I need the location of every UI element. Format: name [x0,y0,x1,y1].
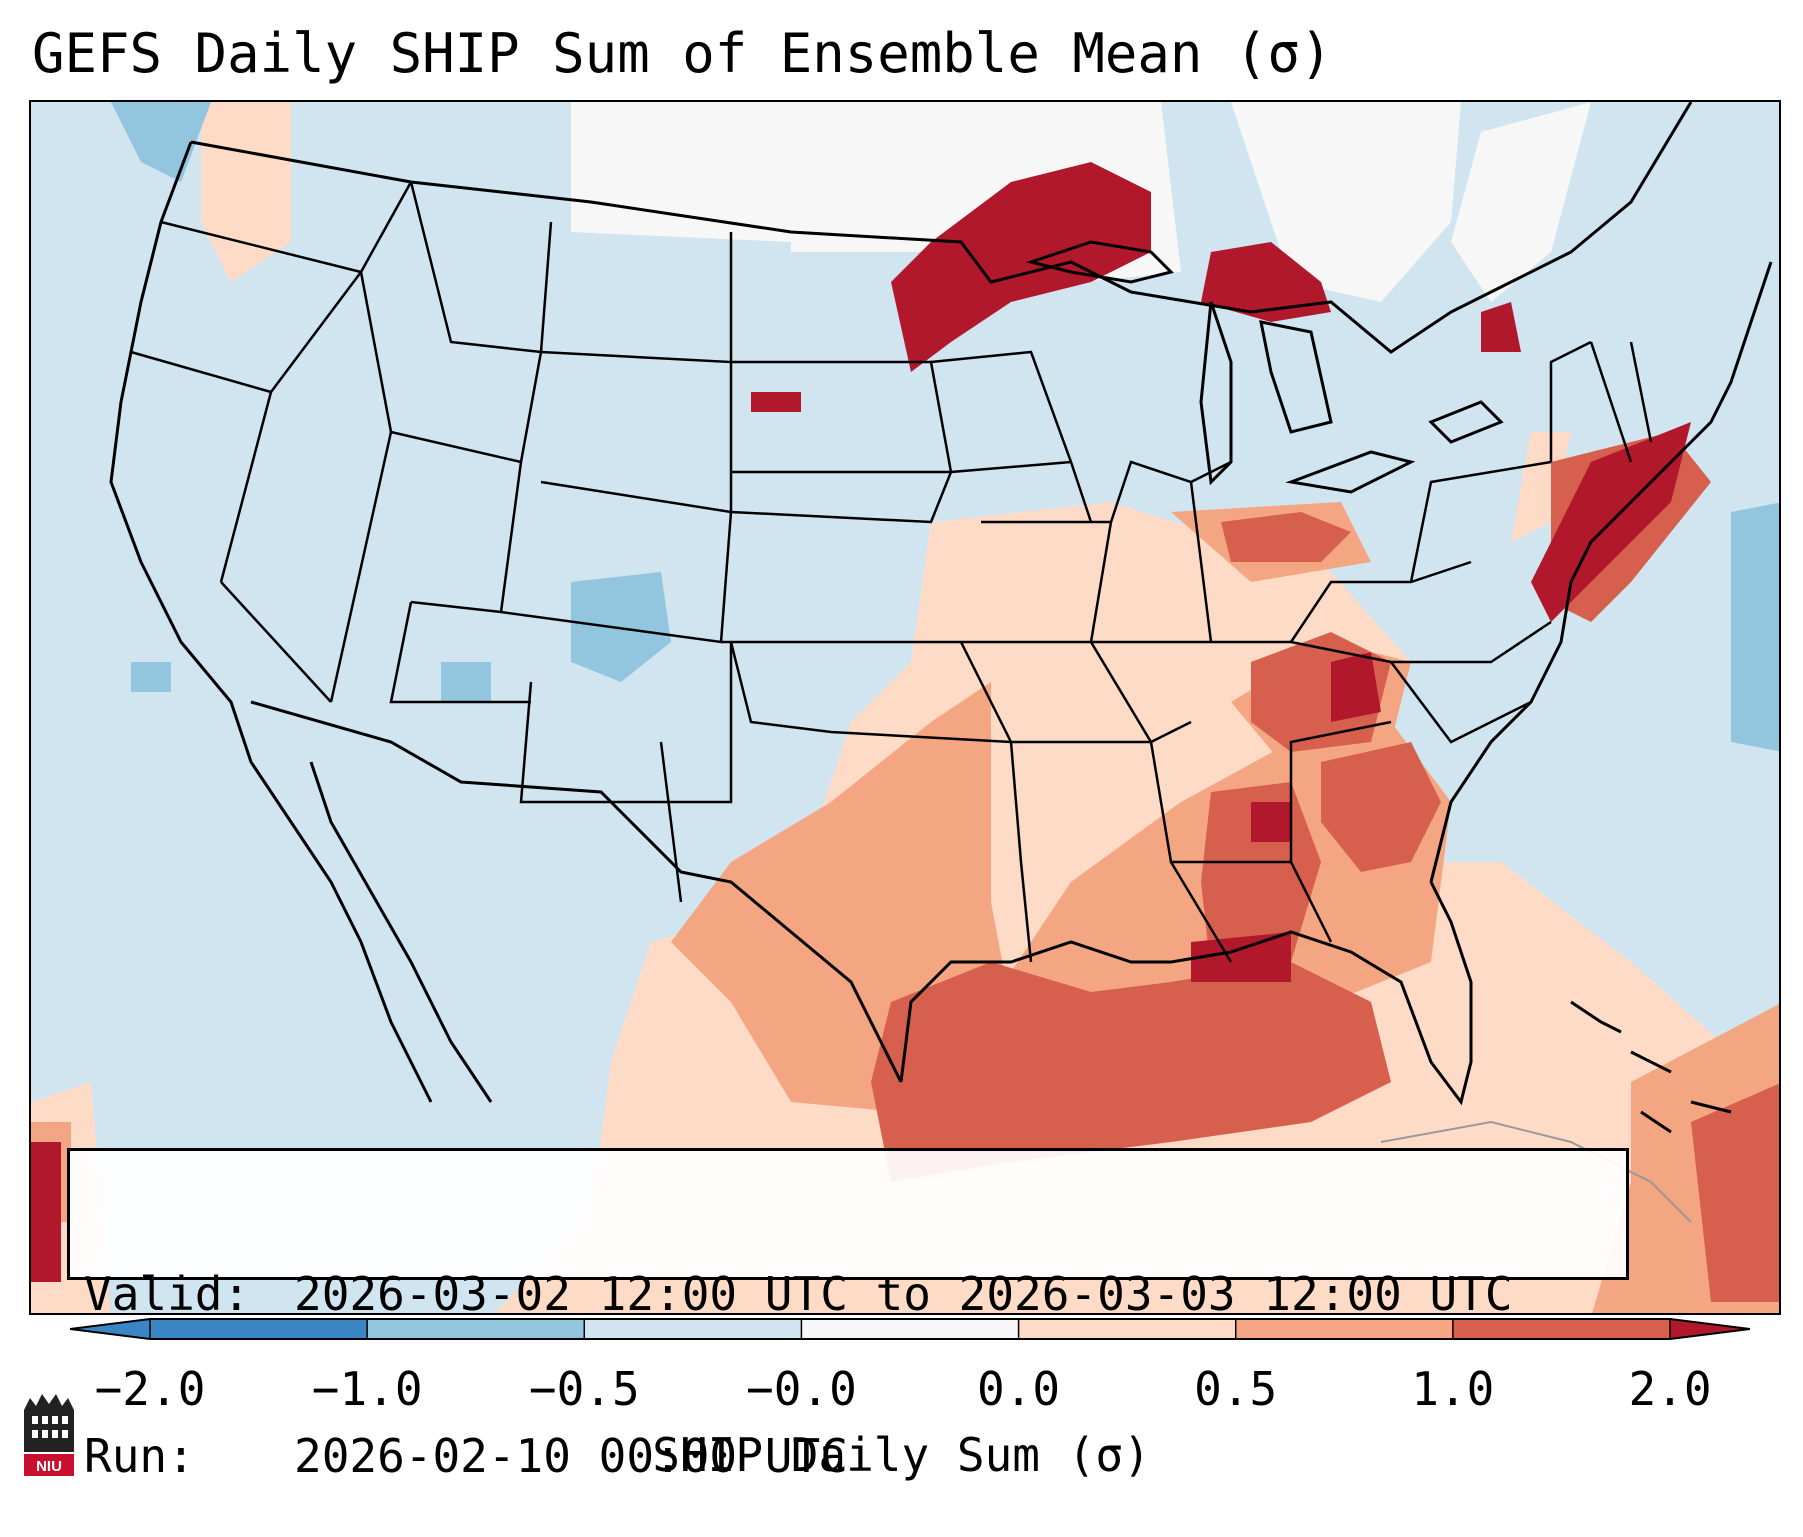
colorbar-label: SHIP Daily Sum (σ) [652,1428,1151,1482]
colorbar-outline [70,1318,1750,1340]
logo-text: NIU [36,1458,62,1475]
map-panel [29,100,1781,1315]
state-borders [130,181,1653,963]
colorbar-segment [584,1319,802,1339]
run-row: Run: 2026-02-10 00:00 UTC [84,1429,1626,1483]
colorbar-tick-label: −0.5 [528,1362,640,1416]
colorbar-segment [150,1319,368,1339]
run-label: Run: [84,1429,195,1483]
valid-row: Valid: 2026-03-02 12:00 UTC to 2026-03-03… [84,1267,1626,1321]
colorbar-segment [801,1319,1019,1339]
colorbar-tick-label: 1.0 [1411,1362,1495,1416]
caribbean-islands [1570,1000,1732,1134]
colorbar-extend-low [70,1319,150,1339]
cuba-outline [1380,1120,1692,1223]
colorbar-tick-label: −1.0 [311,1362,423,1416]
colorbar-segment [367,1319,585,1339]
valid-value: 2026-03-02 12:00 UTC to 2026-03-03 12:00… [294,1267,1513,1321]
valid-label: Valid: [84,1267,251,1321]
map-canvas [31,102,1779,1313]
colorbar-tick-label: 0.5 [1194,1362,1278,1416]
colorbar-tick-label: 0.0 [977,1362,1061,1416]
colorbar-extend-high [1670,1319,1750,1339]
colorbar-segment [1018,1319,1236,1339]
niu-logo-icon: NIU [24,1394,74,1476]
colorbar-tick-label: −2.0 [94,1362,206,1416]
map-title: GEFS Daily SHIP Sum of Ensemble Mean (σ) [32,22,1333,85]
anomaly-blue [111,102,1779,752]
colorbar-tick-label: 2.0 [1628,1362,1712,1416]
map-outlines [109,102,1773,1106]
run-value: 2026-02-10 00:00 UTC [294,1429,848,1483]
colorbar [70,1318,1750,1340]
colorbar-segment [1235,1319,1453,1339]
colorbar-tick-label: −0.0 [746,1362,857,1416]
neutral-patches [571,102,1591,302]
colorbar-segment [1452,1319,1670,1339]
info-box: Valid: 2026-03-02 12:00 UTC to 2026-03-03… [67,1148,1629,1483]
